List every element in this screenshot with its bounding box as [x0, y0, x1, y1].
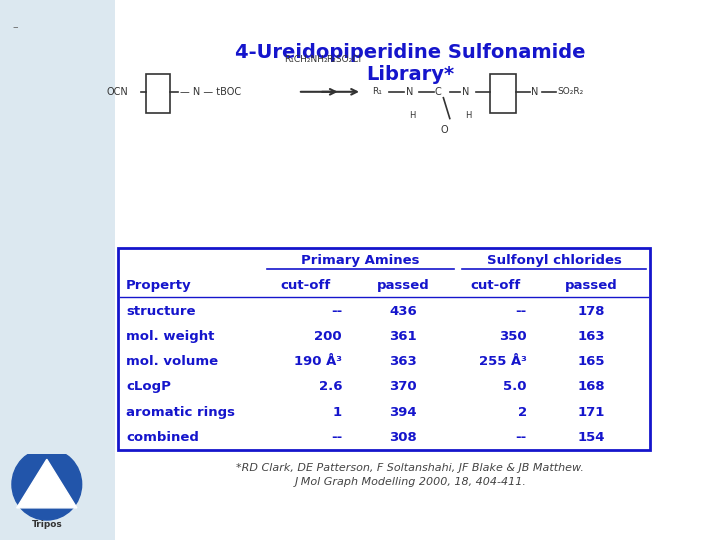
Text: 1: 1 — [333, 406, 342, 419]
Bar — [115, 0, 720, 540]
Text: N: N — [531, 87, 538, 97]
Text: 165: 165 — [577, 355, 606, 368]
Text: H: H — [465, 111, 472, 120]
Text: Sulfonyl chlorides: Sulfonyl chlorides — [487, 254, 621, 267]
Text: –: – — [12, 22, 17, 32]
Text: 2: 2 — [518, 406, 527, 419]
Bar — [146, 74, 170, 113]
Text: C: C — [435, 87, 441, 97]
FancyBboxPatch shape — [0, 0, 115, 540]
Text: Primary Amines: Primary Amines — [301, 254, 420, 267]
Text: 350: 350 — [500, 330, 527, 343]
Text: aromatic rings: aromatic rings — [126, 406, 235, 419]
Text: 190 Å³: 190 Å³ — [294, 355, 342, 368]
Text: --: -- — [330, 431, 342, 444]
Text: 361: 361 — [390, 330, 417, 343]
Text: --: -- — [516, 431, 527, 444]
Text: O: O — [441, 125, 449, 136]
Text: R₁: R₁ — [372, 87, 382, 96]
Text: J Mol Graph Modelling 2000, 18, 404-411.: J Mol Graph Modelling 2000, 18, 404-411. — [294, 477, 526, 487]
Text: 394: 394 — [390, 406, 417, 419]
Text: 178: 178 — [577, 305, 606, 318]
Text: 4-Ureidopiperidine Sulfonamide: 4-Ureidopiperidine Sulfonamide — [235, 43, 585, 62]
Text: mol. weight: mol. weight — [126, 330, 215, 343]
Text: 168: 168 — [577, 380, 606, 393]
Text: 171: 171 — [578, 406, 606, 419]
Text: OCN: OCN — [106, 87, 128, 97]
Text: cLogP: cLogP — [126, 380, 171, 393]
Text: 163: 163 — [577, 330, 606, 343]
Text: mol. volume: mol. volume — [126, 355, 218, 368]
Text: R₂SO₂Cl: R₂SO₂Cl — [325, 55, 361, 64]
Text: 370: 370 — [390, 380, 417, 393]
Text: 5.0: 5.0 — [503, 380, 527, 393]
Text: N: N — [462, 87, 469, 97]
Text: Tripos: Tripos — [32, 521, 62, 529]
Text: passed: passed — [377, 279, 429, 292]
Text: 436: 436 — [389, 305, 417, 318]
Text: *RD Clark, DE Patterson, F Soltanshahi, JF Blake & JB Matthew.: *RD Clark, DE Patterson, F Soltanshahi, … — [236, 463, 585, 473]
Text: structure: structure — [126, 305, 196, 318]
Text: cut-off: cut-off — [280, 279, 330, 292]
Text: 308: 308 — [389, 431, 417, 444]
Text: passed: passed — [565, 279, 618, 292]
Text: Property: Property — [126, 279, 192, 292]
Text: N: N — [405, 87, 413, 97]
Text: cut-off: cut-off — [470, 279, 521, 292]
Text: combined: combined — [126, 431, 199, 444]
Circle shape — [12, 449, 81, 520]
Polygon shape — [17, 459, 77, 508]
Text: --: -- — [330, 305, 342, 318]
Text: H: H — [409, 111, 415, 120]
Text: 2.6: 2.6 — [318, 380, 342, 393]
Bar — [490, 74, 516, 113]
Text: R₁CH₂NH₂: R₁CH₂NH₂ — [284, 55, 328, 64]
Text: 255 Å³: 255 Å³ — [479, 355, 527, 368]
Text: SO₂R₂: SO₂R₂ — [557, 87, 584, 96]
Text: --: -- — [516, 305, 527, 318]
Text: 154: 154 — [577, 431, 606, 444]
Text: 200: 200 — [315, 330, 342, 343]
Bar — [118, 248, 650, 450]
Text: Library*: Library* — [366, 65, 454, 84]
Text: 363: 363 — [389, 355, 417, 368]
Text: — N — tBOC: — N — tBOC — [180, 87, 240, 97]
